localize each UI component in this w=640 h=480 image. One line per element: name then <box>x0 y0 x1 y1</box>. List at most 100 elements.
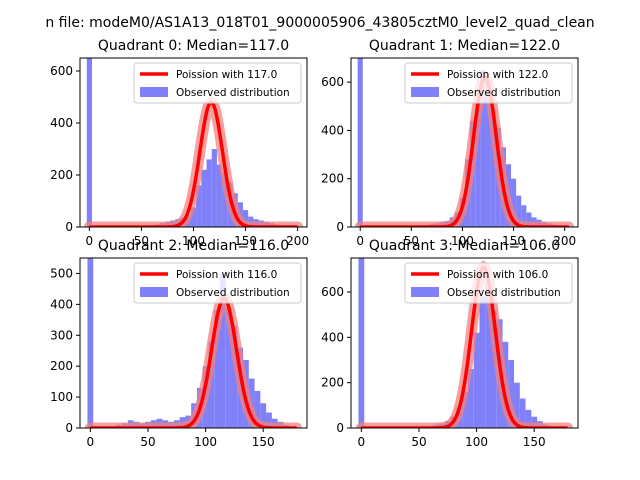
x-tick-label: 50 <box>134 234 149 248</box>
histogram-bar <box>531 416 538 428</box>
histogram-bar <box>508 360 515 428</box>
subplot-1: 0 50 100 150 200 0 200 400 600 Quadrant 1: Median… <box>321 38 579 248</box>
legend-swatch-observed <box>140 87 168 97</box>
legend-label-poisson: Poission with 122.0 <box>447 69 548 81</box>
histogram-bar <box>190 207 197 227</box>
y-tick-label: 200 <box>50 168 73 182</box>
legend-swatch-observed <box>411 287 439 297</box>
histogram-bar <box>525 409 532 428</box>
histogram-bar <box>231 326 238 428</box>
histogram-bar <box>479 296 486 428</box>
histogram-bar <box>211 149 217 227</box>
axes-frame <box>79 257 308 429</box>
legend-label-poisson: Poission with 106.0 <box>447 269 548 281</box>
histogram-bar <box>266 412 272 428</box>
x-tick-label: 150 <box>252 435 275 449</box>
histogram-bar <box>208 341 215 428</box>
legend: Poission with 117.0 Observed distribution <box>133 62 302 104</box>
x-tick-label: 0 <box>86 234 94 248</box>
legend-swatch-observed <box>411 87 439 97</box>
x-tick-label: 200 <box>553 234 576 248</box>
y-tick-label: 200 <box>321 376 344 390</box>
legend-label-observed: Observed distribution <box>176 287 290 299</box>
plot-area <box>83 58 304 227</box>
histogram-bar-zero <box>357 58 363 227</box>
legend-label-observed: Observed distribution <box>176 87 290 99</box>
y-tick-label: 0 <box>336 220 344 234</box>
x-tick-label: 100 <box>465 435 488 449</box>
y-tick-label: 600 <box>50 64 73 78</box>
x-tick-label: 0 <box>358 435 366 449</box>
x-tick-label: 50 <box>411 435 426 449</box>
histogram-bar-zero <box>87 258 94 428</box>
x-tick-label: 50 <box>404 234 419 248</box>
histogram-bar <box>485 287 492 428</box>
legend-box <box>133 62 302 104</box>
y-tick-label: 300 <box>50 328 73 342</box>
histogram-bar <box>254 390 261 428</box>
y-tick-label: 400 <box>321 123 344 137</box>
poisson-curve <box>90 296 297 428</box>
x-tick-label: 150 <box>502 234 525 248</box>
histogram-bar <box>516 195 522 227</box>
legend-box <box>404 62 573 104</box>
subplot-title: Quadrant 2: Median=116.0 <box>98 238 289 254</box>
y-tick-label: 400 <box>50 297 73 311</box>
histogram-bar <box>526 212 532 227</box>
y-tick-label: 200 <box>50 359 73 373</box>
poisson-curve <box>89 100 298 227</box>
x-tick-label: 150 <box>234 234 257 248</box>
y-tick-label: 200 <box>321 172 344 186</box>
histogram-bar <box>511 178 517 227</box>
histogram-bar <box>242 210 249 227</box>
histogram-bar <box>521 205 527 227</box>
histogram-bar <box>490 111 496 227</box>
legend: Poission with 106.0 Observed distribution <box>404 262 573 304</box>
y-tick-label: 600 <box>321 75 344 89</box>
histogram-bar <box>260 403 267 428</box>
histogram-bar <box>216 164 223 227</box>
subplot-grid: 0 50 100 150 200 0 200 400 600 Quadrant 0: Median… <box>50 38 579 449</box>
subplot-title: Quadrant 3: Median=106.0 <box>369 238 560 254</box>
legend-label-observed: Observed distribution <box>447 287 561 299</box>
plot-area <box>355 258 574 428</box>
legend-box <box>404 262 573 304</box>
axes-frame <box>350 57 579 228</box>
histogram-bar <box>491 310 497 428</box>
y-tick-label: 600 <box>321 285 344 299</box>
histogram-bar <box>206 159 212 227</box>
histogram-bar <box>473 332 480 428</box>
y-tick-label: 0 <box>65 220 73 234</box>
histogram-bar <box>467 369 474 428</box>
y-tick-label: 100 <box>50 390 73 404</box>
legend: Poission with 116.0 Observed distribution <box>133 262 302 304</box>
x-tick-label: 50 <box>140 435 155 449</box>
subplot-0: 0 50 100 150 200 0 200 400 600 Quadrant 0: Median… <box>50 38 309 248</box>
histogram-bar <box>225 307 232 428</box>
poisson-curve <box>360 75 569 227</box>
poisson-curve <box>361 265 568 428</box>
histogram-bar <box>201 169 207 227</box>
histogram-bar <box>196 185 202 227</box>
legend-label-poisson: Poission with 116.0 <box>176 269 277 281</box>
x-tick-label: 0 <box>356 234 364 248</box>
x-tick-label: 100 <box>194 435 217 449</box>
histogram-bar <box>220 273 226 428</box>
legend-label-poisson: Poission with 117.0 <box>176 69 277 81</box>
histogram-bar <box>222 172 228 227</box>
x-tick-label: 150 <box>523 435 546 449</box>
legend-label-observed: Observed distribution <box>447 87 561 99</box>
histogram-bar-zero <box>86 58 92 227</box>
y-tick-label: 400 <box>50 116 73 130</box>
histogram-bar <box>480 70 486 227</box>
subplot-3: 0 50 100 150 0 200 400 600 Quadrant 3: Median=10… <box>321 238 579 449</box>
subplot-2: 0 50 100 150 0 100 200 300 400 500 Quadrant 2: Med… <box>50 238 308 449</box>
x-tick-label: 200 <box>286 234 309 248</box>
x-tick-label: 100 <box>182 234 205 248</box>
subplot-title: Quadrant 0: Median=117.0 <box>98 38 289 54</box>
x-tick-label: 0 <box>87 435 95 449</box>
y-tick-label: 400 <box>321 330 344 344</box>
plot-area <box>84 258 303 428</box>
histogram-bar <box>485 82 491 227</box>
y-tick-label: 500 <box>50 266 73 280</box>
